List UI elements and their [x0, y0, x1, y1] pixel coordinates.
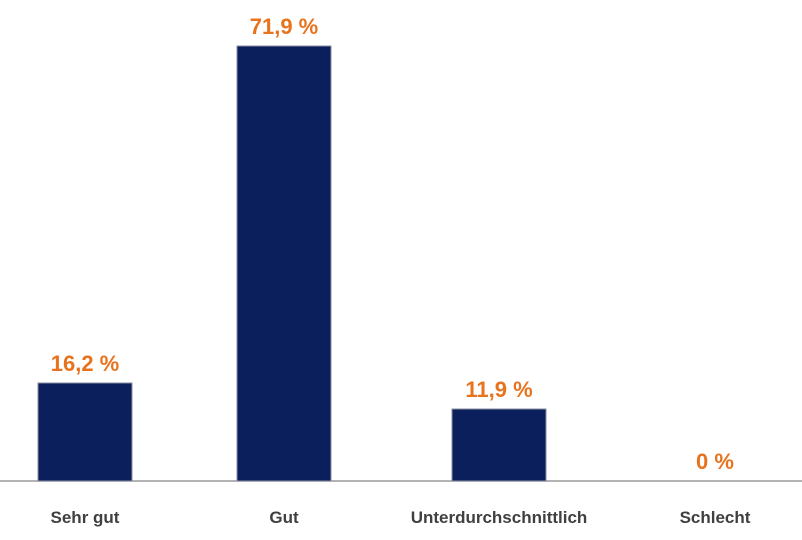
- x-tick-label-sehr-gut: Sehr gut: [51, 508, 120, 527]
- bars-group: [37, 45, 547, 482]
- x-tick-labels-group: Sehr gut Gut Unterdurchschnittlich Schlecht: [51, 508, 751, 527]
- x-tick-label-gut: Gut: [269, 508, 299, 527]
- data-label-unterdurchschnittlich: 11,9 %: [465, 377, 532, 402]
- x-tick-label-unterdurchschnittlich: Unterdurchschnittlich: [411, 508, 588, 527]
- bar-gut: [236, 45, 332, 482]
- data-label-sehr-gut: 16,2 %: [51, 351, 120, 376]
- data-labels-group: 16,2 % 71,9 % 11,9 % 0 %: [51, 14, 734, 474]
- x-tick-label-schlecht: Schlecht: [680, 508, 751, 527]
- bar-unterdurchschnittlich: [451, 408, 547, 482]
- bar-sehr-gut: [37, 382, 133, 482]
- data-label-schlecht: 0 %: [696, 449, 734, 474]
- data-label-gut: 71,9 %: [250, 14, 319, 39]
